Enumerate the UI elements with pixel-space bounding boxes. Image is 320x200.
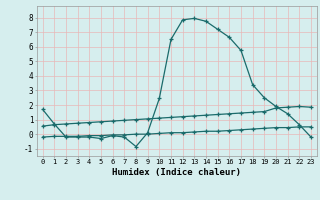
X-axis label: Humidex (Indice chaleur): Humidex (Indice chaleur): [112, 168, 241, 177]
